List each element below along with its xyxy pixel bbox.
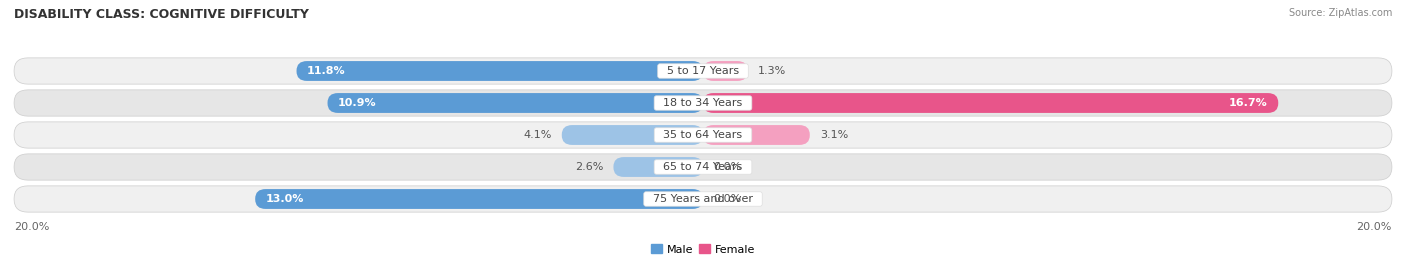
Text: 3.1%: 3.1% [820, 130, 848, 140]
Text: 18 to 34 Years: 18 to 34 Years [657, 98, 749, 108]
FancyBboxPatch shape [14, 154, 1392, 180]
Text: 65 to 74 Years: 65 to 74 Years [657, 162, 749, 172]
FancyBboxPatch shape [14, 58, 1392, 84]
Text: 10.9%: 10.9% [337, 98, 377, 108]
Text: 20.0%: 20.0% [1357, 222, 1392, 232]
FancyBboxPatch shape [328, 93, 703, 113]
FancyBboxPatch shape [613, 157, 703, 177]
Text: 1.3%: 1.3% [758, 66, 786, 76]
Text: 20.0%: 20.0% [14, 222, 49, 232]
FancyBboxPatch shape [703, 93, 1278, 113]
FancyBboxPatch shape [703, 125, 810, 145]
Text: 11.8%: 11.8% [307, 66, 346, 76]
Text: Source: ZipAtlas.com: Source: ZipAtlas.com [1288, 8, 1392, 18]
Text: DISABILITY CLASS: COGNITIVE DIFFICULTY: DISABILITY CLASS: COGNITIVE DIFFICULTY [14, 8, 309, 21]
FancyBboxPatch shape [14, 90, 1392, 116]
Text: 16.7%: 16.7% [1229, 98, 1268, 108]
Legend: Male, Female: Male, Female [647, 240, 759, 259]
Text: 75 Years and over: 75 Years and over [645, 194, 761, 204]
Text: 4.1%: 4.1% [523, 130, 551, 140]
FancyBboxPatch shape [297, 61, 703, 81]
FancyBboxPatch shape [14, 122, 1392, 148]
Text: 13.0%: 13.0% [266, 194, 304, 204]
Text: 2.6%: 2.6% [575, 162, 603, 172]
Text: 0.0%: 0.0% [713, 194, 741, 204]
FancyBboxPatch shape [256, 189, 703, 209]
Text: 5 to 17 Years: 5 to 17 Years [659, 66, 747, 76]
Text: 35 to 64 Years: 35 to 64 Years [657, 130, 749, 140]
FancyBboxPatch shape [562, 125, 703, 145]
FancyBboxPatch shape [703, 61, 748, 81]
Text: 0.0%: 0.0% [713, 162, 741, 172]
FancyBboxPatch shape [14, 186, 1392, 212]
